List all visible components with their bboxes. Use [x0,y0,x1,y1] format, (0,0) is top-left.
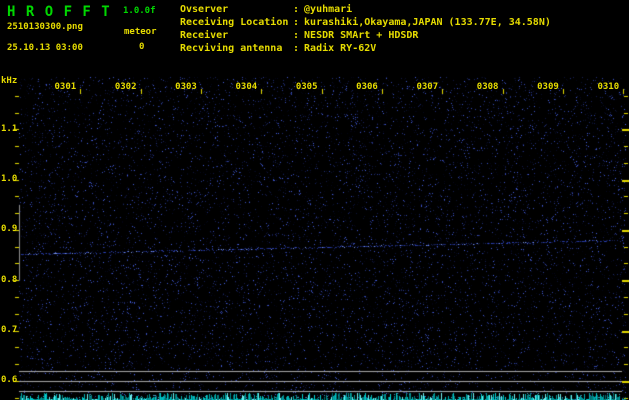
meteor-count-label: meteor [124,27,157,37]
info-row: Ovserver: @yuhmari [180,3,551,16]
freq-tick-label: 0.6 [1,375,18,386]
output-filename: 2510130300.png [7,22,83,32]
info-label: Receiving Location [180,17,289,28]
info-label: Recviving antenna [180,43,283,54]
freq-tick-label: 0.7 [1,325,18,335]
info-row: Recviving antenna: Radix RY-62V [180,42,551,55]
meteor-count-value: 0 [139,42,145,52]
info-row: Receiving Location: kurashiki,Okayama,JAP… [180,16,551,29]
observer-info-table: Ovserver: @yuhmari Receiving Location: kura… [180,3,551,55]
app-title: H R O F F T [7,4,111,20]
info-separator: : [293,43,300,54]
time-tick-label: 0302 [114,82,137,92]
info-label: Receiver [180,30,229,41]
freq-tick-label: 1.1 [1,123,18,134]
time-tick-label: 0305 [295,82,318,92]
info-value: @yuhmari [304,4,353,15]
info-separator: : [293,4,300,15]
time-tick-label: 0310 [597,82,620,92]
freq-tick-label: 0.8 [1,274,18,285]
freq-axis-unit: kHz [1,76,18,86]
time-tick-label: 0304 [235,82,258,92]
info-value: kurashiki,Okayama,JAPAN (133.77E, 34.58N… [304,17,551,28]
freq-tick-label: 1.0 [1,174,18,185]
time-tick-label: 0306 [356,82,378,92]
app-version: 1.0.0f [123,6,156,16]
time-tick-label: 0308 [476,82,499,92]
freq-tick-label: 0.9 [1,224,18,235]
info-row: Receiver: NESDR SMArt + HDSDR [180,29,551,42]
info-value: NESDR SMArt + HDSDR [304,30,419,41]
info-label: Ovserver [180,4,229,15]
info-value: Radix RY-62V [304,43,377,54]
time-tick-label: 0303 [175,82,197,92]
time-tick-label: 0309 [537,82,559,92]
observation-timestamp: 25.10.13 03:00 [7,43,83,53]
info-separator: : [293,17,300,28]
time-tick-label: 0307 [416,82,439,92]
info-separator: : [293,30,300,41]
time-tick-label: 0301 [54,82,77,92]
